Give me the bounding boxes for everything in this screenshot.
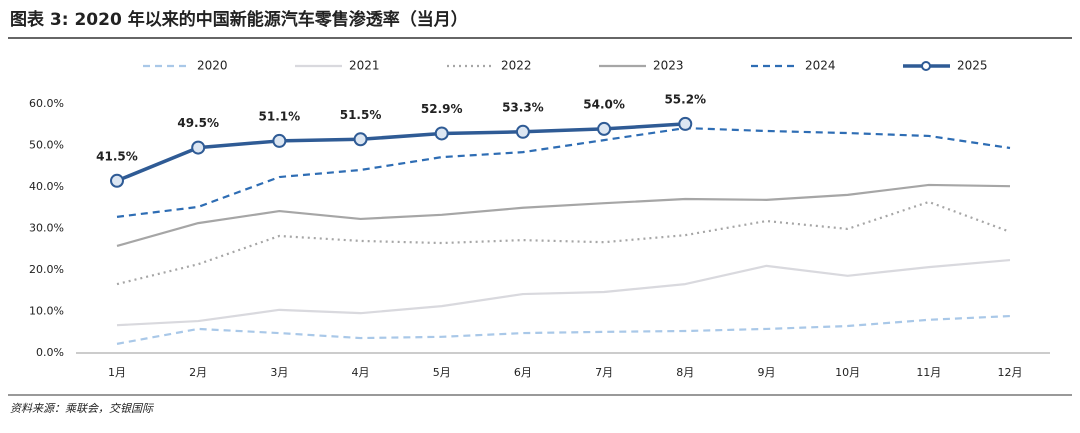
- point-marker: [515, 124, 530, 139]
- point-marker: [353, 132, 368, 147]
- x-tick-label: 5月: [433, 366, 451, 379]
- point-marker: [272, 133, 287, 148]
- x-tick-label: 10月: [835, 366, 860, 379]
- value-label: 55.2%: [664, 92, 706, 106]
- y-tick-label: 30.0%: [29, 222, 64, 235]
- y-tick-label: 40.0%: [29, 180, 64, 193]
- value-label: 51.5%: [340, 108, 382, 122]
- x-tick-label: 9月: [757, 366, 775, 379]
- y-tick-label: 60.0%: [29, 97, 64, 110]
- value-label: 54.0%: [583, 97, 625, 111]
- legend-label: 2020: [197, 59, 228, 73]
- source: 资料来源：乘联会，交银国际: [10, 402, 154, 415]
- value-label: 52.9%: [421, 102, 463, 116]
- legend-label: 2022: [501, 59, 532, 73]
- point-marker: [678, 116, 693, 131]
- point-marker: [597, 121, 612, 136]
- x-tick-label: 6月: [514, 366, 532, 379]
- y-tick-label: 50.0%: [29, 139, 64, 152]
- legend-label: 2025: [957, 59, 988, 73]
- point-marker: [110, 173, 124, 188]
- y-tick-label: 20.0%: [29, 263, 64, 276]
- y-tick-label: 10.0%: [29, 305, 64, 318]
- x-tick-label: 8月: [676, 366, 694, 379]
- x-tick-label: 12月: [998, 366, 1023, 379]
- x-tick-label: 3月: [270, 366, 288, 379]
- value-label: 41.5%: [96, 149, 138, 163]
- series-line: [116, 314, 1011, 345]
- legend-label: 2024: [805, 59, 836, 73]
- point-marker: [434, 126, 449, 141]
- x-tick-label: 7月: [595, 366, 613, 379]
- y-tick-label: 0.0%: [36, 346, 64, 359]
- series-line: [116, 122, 686, 183]
- chart-title: 图表 3: 2020 年以来的中国新能源汽车零售渗透率（当月）: [10, 9, 468, 30]
- x-tick-label: 2月: [189, 366, 207, 379]
- series-line: [116, 183, 1011, 247]
- legend-label: 2021: [349, 59, 380, 73]
- legend-marker: [921, 61, 931, 71]
- series-line: [116, 258, 1011, 327]
- x-tick-label: 11月: [916, 366, 941, 379]
- value-label: 53.3%: [502, 100, 544, 114]
- legend-label: 2023: [653, 59, 684, 73]
- value-label: 51.1%: [259, 109, 301, 123]
- value-label: 49.5%: [177, 116, 219, 130]
- point-marker: [191, 140, 206, 155]
- x-tick-label: 1月: [108, 366, 126, 379]
- series-line: [116, 126, 1011, 218]
- x-tick-label: 4月: [352, 366, 370, 379]
